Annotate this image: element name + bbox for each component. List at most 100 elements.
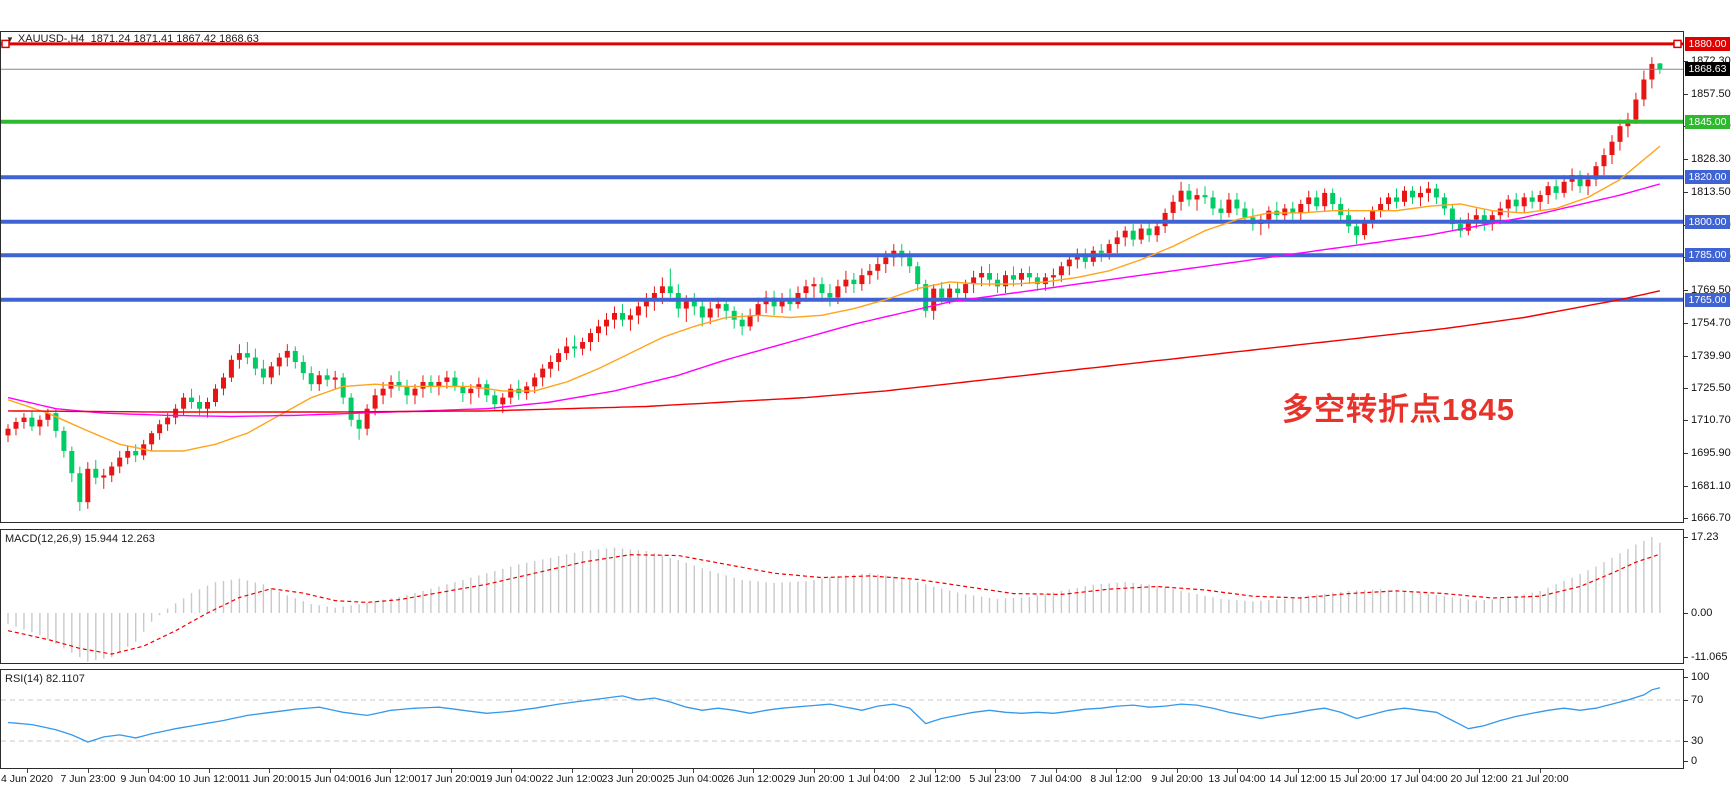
time-label: 25 Jun 04:00	[662, 773, 724, 785]
candle	[69, 451, 75, 474]
candle	[340, 377, 346, 398]
candle	[149, 433, 155, 445]
candle	[1194, 195, 1200, 200]
candle	[1593, 166, 1599, 180]
symbol-period-label: XAUUSD-,H4	[17, 33, 85, 45]
candle	[181, 397, 187, 409]
candle	[1441, 197, 1447, 209]
candle	[1282, 208, 1288, 216]
candle	[45, 413, 51, 420]
time-label: 4 Jun 2020	[1, 773, 53, 785]
candle	[372, 395, 378, 409]
scale-tick-label: 1695.90	[1691, 447, 1731, 459]
hline-handle[interactable]	[1, 39, 10, 49]
candle	[915, 266, 921, 285]
candle	[1242, 208, 1248, 218]
candle	[1202, 195, 1208, 198]
candle	[612, 313, 617, 320]
candle	[173, 408, 179, 418]
candle	[1122, 230, 1128, 238]
candle	[316, 375, 322, 385]
candle	[1298, 204, 1304, 213]
candle	[699, 306, 705, 318]
candle	[1338, 204, 1344, 216]
candle	[1370, 210, 1376, 222]
ohlc-readout: 1871.24 1871.41 1867.42 1868.63	[90, 33, 259, 45]
time-label: 23 Jun 20:00	[601, 773, 663, 785]
candle	[53, 413, 59, 431]
candle	[1098, 250, 1104, 253]
time-label: 7 Jul 04:00	[1030, 773, 1082, 785]
main-pane	[0, 31, 1684, 523]
candle	[484, 384, 490, 396]
candle	[939, 288, 945, 298]
annotation-text[interactable]: 多空转折点1845	[1282, 392, 1515, 427]
time-label: 8 Jul 12:00	[1090, 773, 1142, 785]
candle	[1649, 63, 1655, 80]
candle	[1354, 226, 1360, 236]
candle	[1402, 190, 1407, 202]
candle	[683, 299, 689, 309]
price-line-chip: 1880.00	[1685, 37, 1730, 51]
candle	[923, 284, 929, 311]
candle	[428, 382, 434, 387]
candle	[1418, 192, 1423, 198]
candle	[1609, 141, 1615, 155]
candle	[221, 377, 226, 389]
candle	[1425, 188, 1431, 193]
candle	[1146, 228, 1152, 236]
rsi-pane	[0, 669, 1684, 769]
scale-tick-label: 1666.70	[1691, 512, 1731, 524]
candle	[1106, 244, 1112, 253]
scale-tick	[1684, 613, 1688, 614]
time-label: 17 Jun 20:00	[420, 773, 482, 785]
ma-fast-line	[7, 145, 1661, 452]
scale-tick	[1684, 388, 1688, 389]
candle	[260, 368, 266, 378]
candle	[843, 279, 849, 287]
macd-signal-line	[7, 553, 1661, 655]
candle	[508, 388, 514, 398]
candle	[1641, 79, 1647, 100]
candle	[1601, 155, 1607, 167]
candle	[1489, 215, 1495, 225]
candle	[1433, 188, 1439, 198]
candle	[117, 457, 123, 467]
candle	[380, 388, 386, 396]
candle	[1505, 199, 1511, 209]
candle	[228, 359, 234, 378]
candle	[364, 408, 370, 429]
candle	[197, 402, 202, 409]
scale-tick	[1684, 741, 1688, 742]
time-tick	[451, 769, 452, 773]
candle	[851, 279, 857, 285]
candle	[747, 315, 753, 327]
candle	[755, 304, 761, 316]
candle	[867, 270, 873, 276]
candle	[947, 288, 953, 298]
time-tick	[1237, 769, 1238, 773]
candle	[1617, 126, 1623, 142]
candle	[1042, 277, 1048, 285]
candle	[1290, 208, 1296, 213]
candle	[572, 346, 578, 349]
candle	[827, 293, 833, 298]
hline-handle[interactable]	[1673, 39, 1682, 49]
scale-tick	[1684, 61, 1688, 62]
candle	[779, 299, 785, 307]
candle	[396, 382, 402, 387]
candle	[659, 286, 665, 293]
candle	[859, 275, 865, 285]
chevron-down-icon[interactable]: ▼	[6, 35, 14, 44]
time-tick	[753, 769, 754, 773]
candle	[109, 466, 115, 476]
candle	[1306, 197, 1312, 205]
horizontal-lines[interactable]	[1, 39, 1683, 302]
candle	[1314, 197, 1320, 207]
time-tick	[935, 769, 936, 773]
time-tick	[1056, 769, 1057, 773]
time-label: 9 Jun 04:00	[120, 773, 176, 785]
ma-slow-line	[7, 290, 1661, 413]
candle	[412, 388, 418, 396]
